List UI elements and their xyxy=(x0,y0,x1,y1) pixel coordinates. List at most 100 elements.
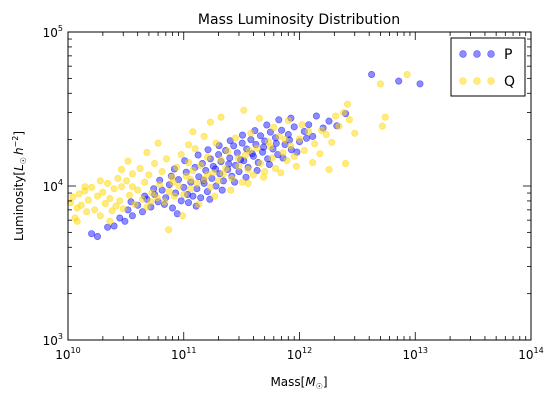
point-q-21 xyxy=(116,197,124,205)
point-q-94 xyxy=(343,100,351,108)
point-q-97 xyxy=(376,80,384,88)
point-q-64 xyxy=(228,174,236,182)
point-q-14 xyxy=(101,200,109,208)
point-q-55 xyxy=(200,176,208,184)
point-q-88 xyxy=(322,131,330,139)
y-axis-label-unit-tail: h xyxy=(12,147,26,155)
point-p-29 xyxy=(197,194,205,202)
point-q-115 xyxy=(292,162,300,170)
legend-marker-p-1 xyxy=(473,50,481,58)
point-q-8 xyxy=(84,196,92,204)
legend-marker-p-0 xyxy=(459,50,467,58)
point-q-68 xyxy=(241,151,249,159)
point-p-117 xyxy=(263,121,271,129)
point-q-98 xyxy=(403,71,411,79)
x-axis-label: Mass[M☉] xyxy=(270,375,327,391)
point-q-103 xyxy=(143,149,151,157)
point-q-7 xyxy=(83,208,91,216)
point-p-50 xyxy=(238,139,246,147)
point-q-23 xyxy=(119,205,127,213)
legend-label-p: P xyxy=(504,47,512,63)
point-p-105 xyxy=(302,134,310,142)
point-q-96 xyxy=(381,113,389,121)
point-p-96 xyxy=(242,173,250,181)
point-p-99 xyxy=(260,143,268,151)
point-q-28 xyxy=(134,186,142,194)
point-q-95 xyxy=(378,122,386,130)
point-q-129 xyxy=(169,178,177,186)
point-p-111 xyxy=(194,151,202,159)
point-q-51 xyxy=(189,167,197,175)
point-q-61 xyxy=(217,156,225,164)
legend-markers xyxy=(459,50,495,85)
point-q-85 xyxy=(305,128,313,136)
point-q-112 xyxy=(244,179,252,187)
y-axis-label-unit-base: L xyxy=(12,164,26,171)
point-p-75 xyxy=(312,112,320,120)
point-q-70 xyxy=(247,129,255,137)
point-q-19 xyxy=(112,202,120,210)
point-q-136 xyxy=(281,136,289,144)
point-q-91 xyxy=(342,160,350,168)
point-q-10 xyxy=(91,206,99,214)
point-q-118 xyxy=(284,117,292,125)
x-tick-label-10: 1010 xyxy=(55,346,80,362)
point-p-54 xyxy=(247,136,255,144)
y-axis-label-main: Luminosity xyxy=(12,176,26,241)
point-p-101 xyxy=(272,139,280,147)
point-q-130 xyxy=(187,176,195,184)
point-q-119 xyxy=(270,123,278,131)
legend-marker-q-2 xyxy=(487,77,495,85)
point-q-78 xyxy=(275,132,283,140)
point-p-112 xyxy=(204,146,212,154)
point-q-60 xyxy=(215,177,223,185)
point-q-65 xyxy=(232,134,240,142)
point-p-0 xyxy=(88,230,96,238)
point-p-3 xyxy=(110,222,118,230)
point-q-84 xyxy=(300,147,308,155)
point-p-4 xyxy=(116,214,124,222)
point-q-135 xyxy=(266,143,274,151)
point-q-67 xyxy=(238,178,246,186)
x-axis-label-main: Mass xyxy=(270,375,300,389)
point-p-73 xyxy=(305,121,313,129)
point-q-111 xyxy=(227,186,235,194)
point-q-57 xyxy=(206,183,214,191)
point-q-83 xyxy=(295,135,303,143)
point-q-90 xyxy=(335,122,343,130)
point-q-33 xyxy=(145,171,153,179)
point-q-41 xyxy=(165,188,173,196)
point-q-54 xyxy=(197,161,205,169)
point-q-77 xyxy=(271,165,279,173)
point-q-116 xyxy=(309,159,317,167)
point-q-31 xyxy=(141,178,149,186)
point-q-36 xyxy=(153,194,161,202)
point-q-12 xyxy=(96,212,104,220)
point-q-131 xyxy=(203,171,211,179)
point-q-50 xyxy=(187,185,195,193)
point-q-49 xyxy=(185,159,193,167)
point-q-89 xyxy=(328,138,336,146)
point-q-43 xyxy=(170,192,178,200)
y-axis-label-unit-sub: ☉ xyxy=(19,157,28,164)
point-q-74 xyxy=(261,168,269,176)
point-p-62 xyxy=(266,128,274,136)
point-q-47 xyxy=(180,191,188,199)
point-q-38 xyxy=(158,168,166,176)
point-p-115 xyxy=(239,131,247,139)
point-q-73 xyxy=(256,160,264,168)
point-q-58 xyxy=(209,169,217,177)
point-q-17 xyxy=(108,207,116,215)
point-q-63 xyxy=(224,147,232,155)
point-q-128 xyxy=(147,198,155,206)
point-q-34 xyxy=(148,189,156,197)
point-p-58 xyxy=(256,132,264,140)
point-q-32 xyxy=(143,203,151,211)
ticks-layer: 1010 1011 1012 1013 1014 103 104 105 xyxy=(43,24,544,362)
legend: P Q xyxy=(450,37,526,97)
legend-box xyxy=(450,37,526,97)
point-q-1 xyxy=(69,193,77,201)
point-q-109 xyxy=(195,200,203,208)
point-q-5 xyxy=(77,201,85,209)
point-p-25 xyxy=(189,192,197,200)
